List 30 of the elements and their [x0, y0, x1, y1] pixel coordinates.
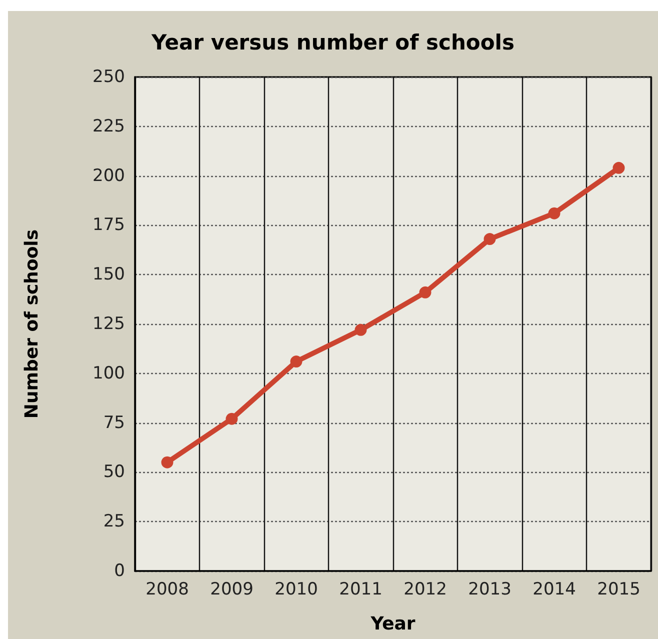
x-tick-label: 2013: [468, 580, 512, 600]
x-tick-label: 2012: [404, 580, 447, 600]
x-tick-label: 2014: [532, 580, 576, 600]
chart-title: Year versus number of schools: [150, 30, 514, 54]
y-tick-label: 175: [92, 215, 125, 236]
y-tick-label: 100: [92, 363, 125, 384]
x-axis-title: Year: [370, 614, 416, 634]
y-tick-label: 0: [114, 561, 125, 581]
x-tick-label: 2010: [274, 580, 318, 600]
y-axis-title: Number of schools: [22, 229, 42, 419]
x-tick-label: 2015: [597, 580, 640, 600]
point: [161, 456, 174, 468]
point: [484, 233, 496, 246]
point: [290, 356, 302, 368]
y-tick-label: 75: [103, 412, 125, 433]
y-tick-label: 150: [92, 264, 125, 285]
x-tick-label: 2009: [210, 580, 254, 600]
y-tick-label: 125: [92, 314, 125, 334]
point: [548, 207, 560, 220]
y-tick-label: 200: [92, 166, 125, 186]
point: [419, 286, 432, 298]
point: [226, 412, 238, 425]
point: [354, 324, 367, 336]
x-tick-label: 2008: [146, 580, 189, 600]
y-tick-label: 250: [92, 67, 125, 87]
y-tick-label: 50: [103, 462, 125, 482]
point: [612, 162, 625, 174]
y-tick-label: 225: [92, 116, 125, 136]
y-tick-label: 25: [103, 512, 125, 532]
x-tick-label: 2011: [339, 580, 382, 600]
